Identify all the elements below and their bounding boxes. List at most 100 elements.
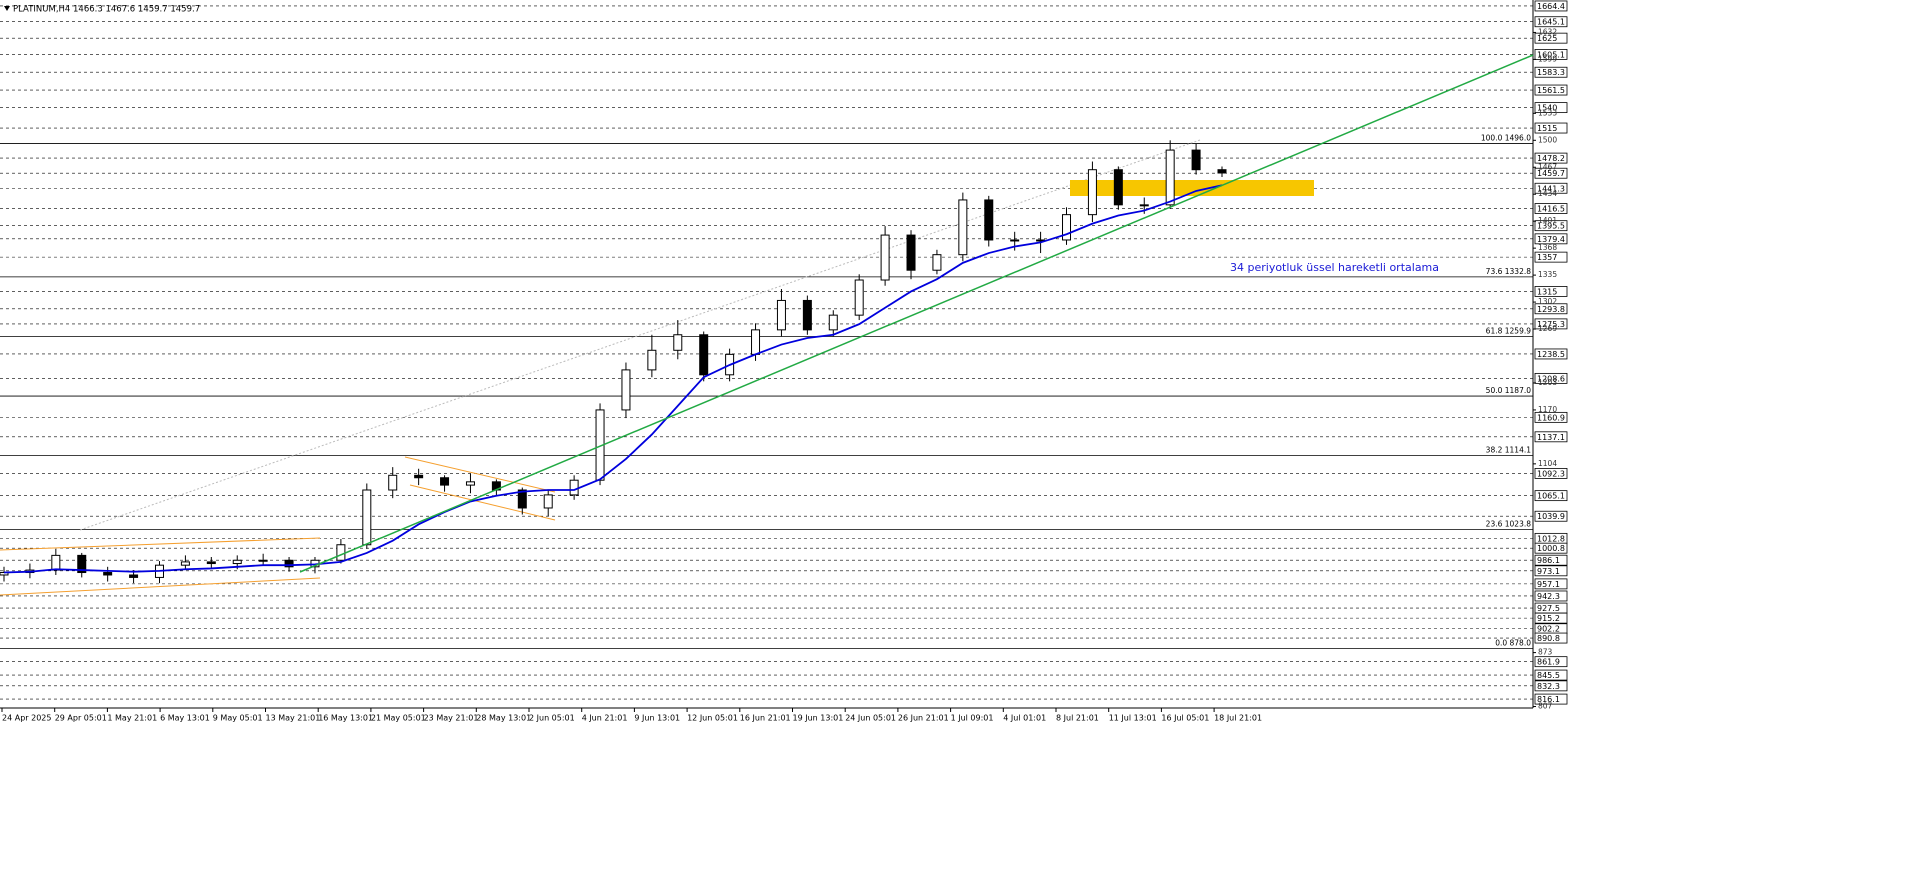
fib-trend bbox=[79, 139, 1201, 531]
channel-line bbox=[404, 456, 556, 493]
x-tick-label: 2 Jun 05:01 bbox=[529, 714, 575, 723]
x-tick-label: 4 Jul 01:01 bbox=[1003, 714, 1046, 723]
price-label-box bbox=[1534, 0, 1568, 12]
candle-body bbox=[751, 329, 761, 355]
fib-label: 61.8 1259.9 bbox=[1486, 326, 1532, 335]
price-label-box bbox=[1534, 32, 1568, 44]
y-tick-label: 807 bbox=[1538, 702, 1553, 711]
y-tick-label: 1379.4 bbox=[1537, 235, 1565, 244]
price-label-box bbox=[1534, 372, 1568, 384]
y-tick-label: 902.2 bbox=[1537, 625, 1560, 634]
x-tick-label: 4 Jun 21:01 bbox=[582, 714, 628, 723]
x-tick-label: 26 Jun 21:01 bbox=[898, 714, 949, 723]
candle-body bbox=[1165, 149, 1175, 206]
x-tick-label: 24 Apr 2025 bbox=[2, 714, 51, 723]
candle-body bbox=[77, 554, 87, 574]
x-tick-label: 16 Jun 21:01 bbox=[740, 714, 791, 723]
candle-body bbox=[362, 489, 372, 546]
y-tick-label: 1561.5 bbox=[1537, 86, 1565, 95]
candle-body bbox=[932, 254, 942, 271]
y-tick-label: 1092.3 bbox=[1537, 469, 1565, 478]
price-label-box bbox=[1534, 182, 1568, 194]
x-tick-label: 16 May 13:01 bbox=[318, 714, 373, 723]
price-label-box bbox=[1534, 612, 1568, 624]
y-tick-label: 1000.8 bbox=[1537, 544, 1565, 553]
y-tick-label: 942.3 bbox=[1537, 592, 1560, 601]
x-tick-label: 19 Jun 13:01 bbox=[793, 714, 844, 723]
candle-body bbox=[906, 234, 916, 271]
candle-body bbox=[465, 481, 475, 486]
candle-body bbox=[1087, 169, 1097, 216]
y-tick-label: 890.8 bbox=[1537, 634, 1560, 643]
y-tick-label: 1625 bbox=[1537, 34, 1557, 43]
candle-body bbox=[336, 544, 346, 561]
candle-body bbox=[984, 199, 994, 241]
x-tick-label: 12 Jun 05:01 bbox=[687, 714, 738, 723]
y-tick-label: 1515 bbox=[1537, 124, 1557, 133]
price-label-box bbox=[1534, 590, 1568, 602]
price-label-box bbox=[1534, 656, 1568, 668]
x-tick-label: 1 May 21:01 bbox=[107, 714, 157, 723]
y-tick-label: 1540 bbox=[1537, 104, 1557, 113]
price-label-box bbox=[1534, 122, 1568, 134]
x-tick-label: 1 Jul 09:01 bbox=[951, 714, 994, 723]
x-tick-label: 11 Jul 13:01 bbox=[1109, 714, 1157, 723]
candle-body bbox=[232, 559, 242, 565]
x-tick-label: 28 May 13:01 bbox=[476, 714, 531, 723]
y-tick-label: 1269 bbox=[1538, 324, 1557, 333]
price-label-box bbox=[1534, 542, 1568, 554]
price-label-box bbox=[1534, 203, 1568, 214]
candle-body bbox=[1217, 169, 1227, 174]
price-label-box bbox=[1534, 554, 1568, 566]
price-label-box bbox=[1534, 565, 1568, 577]
price-label-box bbox=[1534, 167, 1568, 179]
x-tick-label: 16 Jul 05:01 bbox=[1161, 714, 1209, 723]
candle-body bbox=[621, 369, 631, 411]
price-label-box bbox=[1534, 220, 1568, 232]
x-tick-label: 24 Jun 05:01 bbox=[845, 714, 896, 723]
candle-body bbox=[206, 561, 216, 565]
chart-title: PLATINUM,H4 1466.3 1467.6 1459.7 1459.7 bbox=[13, 5, 200, 15]
x-tick-label: 8 Jul 21:01 bbox=[1056, 714, 1099, 723]
y-tick-label: 973.1 bbox=[1537, 567, 1560, 576]
y-tick-label: 1293.8 bbox=[1537, 305, 1565, 314]
fib-label: 73.6 1332.8 bbox=[1486, 267, 1532, 276]
x-tick-label: 21 May 05:01 bbox=[371, 714, 426, 723]
y-tick-label: 1137.1 bbox=[1537, 433, 1565, 442]
y-tick-label: 1012.8 bbox=[1537, 534, 1565, 543]
y-tick-label: 1478.2 bbox=[1537, 154, 1565, 163]
y-tick-label: 927.5 bbox=[1537, 604, 1560, 613]
y-tick-label: 1160.9 bbox=[1537, 413, 1565, 422]
y-tick-label: 915.2 bbox=[1537, 614, 1560, 623]
y-tick-label: 816.1 bbox=[1537, 695, 1560, 704]
candle-body bbox=[129, 574, 139, 578]
y-tick-label: 1583.3 bbox=[1537, 68, 1565, 77]
candle-body bbox=[699, 334, 709, 376]
annotation: 34 periyotluk üssel hareketli ortalama bbox=[1230, 261, 1439, 274]
y-tick-label: 1335 bbox=[1538, 270, 1557, 279]
candle-body bbox=[51, 554, 61, 571]
y-tick-label: 1238.5 bbox=[1537, 350, 1565, 359]
candle-body bbox=[1062, 214, 1072, 241]
price-label-box bbox=[1534, 303, 1568, 315]
candle-body bbox=[284, 559, 294, 568]
y-tick-label: 957.1 bbox=[1537, 580, 1560, 589]
x-tick-label: 23 May 21:01 bbox=[424, 714, 479, 723]
fib-label: 0.0 878.0 bbox=[1495, 639, 1531, 648]
x-tick-label: 9 Jun 13:01 bbox=[634, 714, 680, 723]
price-label-box bbox=[1534, 49, 1568, 60]
candle-body bbox=[388, 474, 398, 491]
y-tick-label: 1416.5 bbox=[1537, 205, 1565, 214]
price-label-box bbox=[1534, 468, 1568, 479]
candle-body bbox=[440, 477, 450, 486]
x-tick-label: 6 May 13:01 bbox=[160, 714, 210, 723]
fib-label: 100.0 1496.0 bbox=[1481, 134, 1531, 143]
candle-body bbox=[880, 234, 890, 281]
y-tick-label: 1467 bbox=[1538, 162, 1557, 171]
y-tick-label: 1170 bbox=[1538, 405, 1557, 414]
y-tick-label: 1065.1 bbox=[1537, 492, 1565, 501]
candle-body bbox=[414, 474, 424, 479]
candle-body bbox=[854, 279, 864, 316]
price-label-box bbox=[1534, 680, 1568, 692]
